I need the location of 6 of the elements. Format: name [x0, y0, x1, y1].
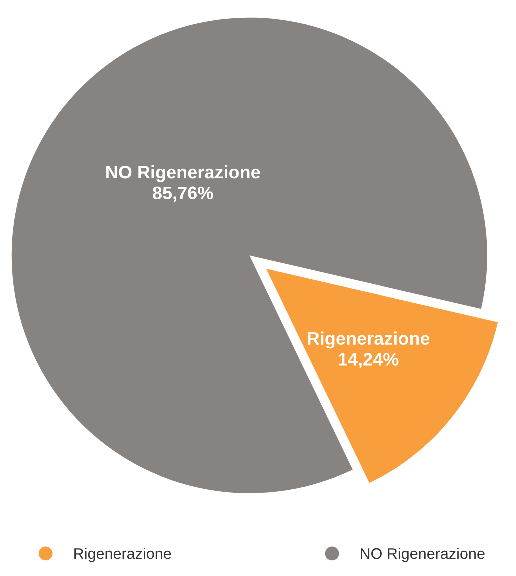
- slice-label: Rigenerazione: [308, 332, 430, 349]
- legend-label: NO Rigenerazione: [361, 548, 485, 562]
- data-label: 14,24%: [339, 353, 399, 369]
- slice-label: NO Rigenerazione: [106, 165, 260, 182]
- data-label: 85,76%: [153, 186, 214, 202]
- legend-label: Rigenerazione: [74, 548, 172, 562]
